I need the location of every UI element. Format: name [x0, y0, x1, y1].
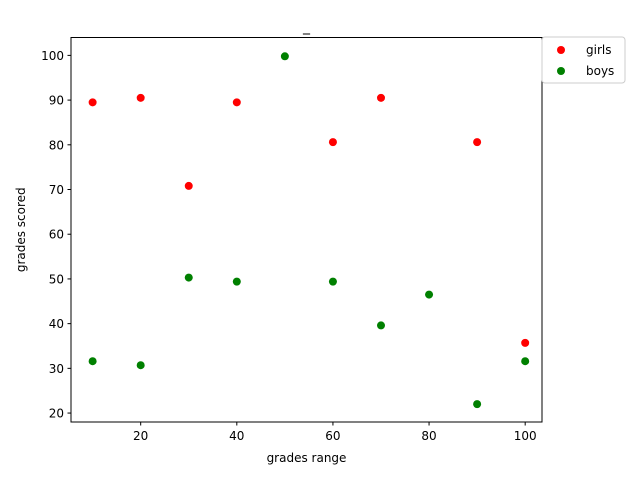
data-point-girls — [328, 138, 337, 147]
data-point-girls — [473, 138, 482, 147]
data-point-boys — [232, 277, 241, 286]
y-axis-label: grades scored — [14, 187, 28, 272]
data-point-boys — [136, 361, 145, 370]
data-point-girls — [136, 93, 145, 102]
y-tick-label: 100 — [41, 49, 64, 63]
y-tick-label: 80 — [49, 138, 64, 152]
y-tick-label: 40 — [49, 317, 64, 331]
data-point-boys — [376, 321, 385, 330]
y-tick-label: 70 — [49, 183, 64, 197]
data-point-boys — [425, 290, 434, 299]
chart-title: _ — [302, 19, 311, 35]
data-point-boys — [328, 277, 337, 286]
x-tick-label: 20 — [133, 429, 148, 443]
data-point-boys — [184, 273, 193, 282]
data-point-boys — [88, 357, 97, 366]
legend-label-boys: boys — [586, 64, 614, 78]
data-point-girls — [232, 98, 241, 107]
axes-layer: 20 40 60 80 100 20 30 40 50 60 70 80 90 100 — [41, 49, 537, 443]
data-point-girls — [376, 93, 385, 102]
y-tick-label: 20 — [49, 407, 64, 421]
data-point-girls — [521, 338, 530, 347]
data-point-boys — [473, 400, 482, 409]
data-point-boys — [521, 357, 530, 366]
legend-marker-girls — [557, 46, 565, 54]
data-point-boys — [280, 52, 289, 61]
marks-layer — [88, 52, 530, 409]
y-tick-label: 50 — [49, 272, 64, 286]
legend: girls boys — [541, 36, 626, 84]
y-tick-label: 90 — [49, 94, 64, 108]
y-tick-label: 30 — [49, 362, 64, 376]
legend-marker-boys — [557, 67, 565, 75]
data-point-girls — [88, 98, 97, 107]
x-tick-label: 80 — [421, 429, 436, 443]
x-axis-label: grades range — [267, 451, 347, 465]
x-tick-label: 100 — [514, 429, 537, 443]
legend-label-girls: girls — [586, 43, 611, 57]
plot-frame — [70, 37, 543, 423]
x-tick-label: 40 — [229, 429, 244, 443]
x-tick-label: 60 — [325, 429, 340, 443]
data-point-girls — [184, 181, 193, 190]
y-tick-label: 60 — [49, 228, 64, 242]
